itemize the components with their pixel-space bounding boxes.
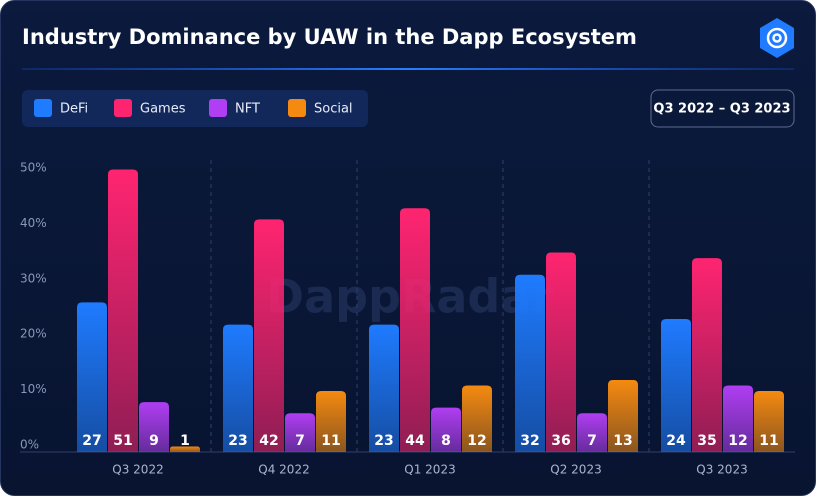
legend-label: Social — [314, 102, 353, 117]
value-label: 13 — [613, 433, 632, 449]
bar — [546, 252, 576, 452]
bar — [515, 274, 545, 452]
legend-label: NFT — [235, 102, 260, 117]
value-label: 42 — [259, 433, 278, 449]
logo — [760, 18, 794, 58]
x-tick-label: Q4 2022 — [258, 463, 309, 477]
bar — [723, 385, 753, 452]
x-tick-label: Q3 2022 — [112, 463, 163, 477]
value-label: 36 — [551, 433, 570, 449]
divider — [22, 68, 794, 70]
x-tick-label: Q1 2023 — [404, 463, 455, 477]
legend-box — [22, 90, 368, 127]
value-label: 11 — [321, 433, 340, 449]
y-tick-label: 40% — [20, 216, 47, 230]
bar — [608, 379, 638, 452]
value-label: 11 — [759, 433, 778, 449]
bar — [369, 324, 399, 452]
value-label: 12 — [467, 433, 486, 449]
bar — [431, 407, 461, 452]
bar — [661, 319, 691, 452]
value-label: 32 — [520, 433, 539, 449]
x-tick-label: Q2 2023 — [550, 463, 601, 477]
value-label: 27 — [82, 433, 101, 449]
bar — [139, 402, 169, 452]
bar — [316, 391, 346, 452]
bar — [254, 219, 284, 452]
value-label: 7 — [295, 433, 305, 449]
value-label: 44 — [405, 433, 425, 449]
bar — [223, 324, 253, 452]
bar — [692, 258, 722, 452]
bar — [77, 302, 107, 452]
y-tick-label: 20% — [20, 327, 47, 341]
legend-label: DeFi — [60, 102, 88, 117]
value-label: 35 — [697, 433, 716, 449]
chart-title: Industry Dominance by UAW in the Dapp Ec… — [22, 25, 637, 49]
legend-swatch — [288, 99, 306, 117]
bar — [400, 208, 430, 452]
value-label: 23 — [228, 433, 247, 449]
bar — [285, 413, 315, 452]
y-tick-label: 50% — [20, 161, 47, 175]
value-label: 9 — [149, 433, 159, 449]
value-label: 8 — [441, 433, 451, 449]
bar — [170, 446, 200, 452]
legend-swatch — [209, 99, 227, 117]
bar — [754, 391, 784, 452]
value-label: 51 — [113, 433, 132, 449]
legend-swatch — [34, 99, 52, 117]
period: Q3 2022 – Q3 2023 — [653, 102, 790, 117]
value-label: 7 — [587, 433, 597, 449]
period-box — [650, 89, 795, 128]
bar — [462, 385, 492, 452]
bar — [577, 413, 607, 452]
value-label: 1 — [180, 433, 190, 449]
value-label: 24 — [666, 433, 686, 449]
legend-swatch — [114, 99, 132, 117]
y-tick-label: 10% — [20, 382, 47, 396]
value-label: 12 — [728, 433, 747, 449]
value-label: 23 — [374, 433, 393, 449]
y-tick-label: 0% — [20, 438, 39, 452]
x-tick-label: Q3 2023 — [696, 463, 747, 477]
y-tick-label: 30% — [20, 271, 47, 285]
legend-label: Games — [140, 102, 186, 117]
bar — [108, 169, 138, 452]
